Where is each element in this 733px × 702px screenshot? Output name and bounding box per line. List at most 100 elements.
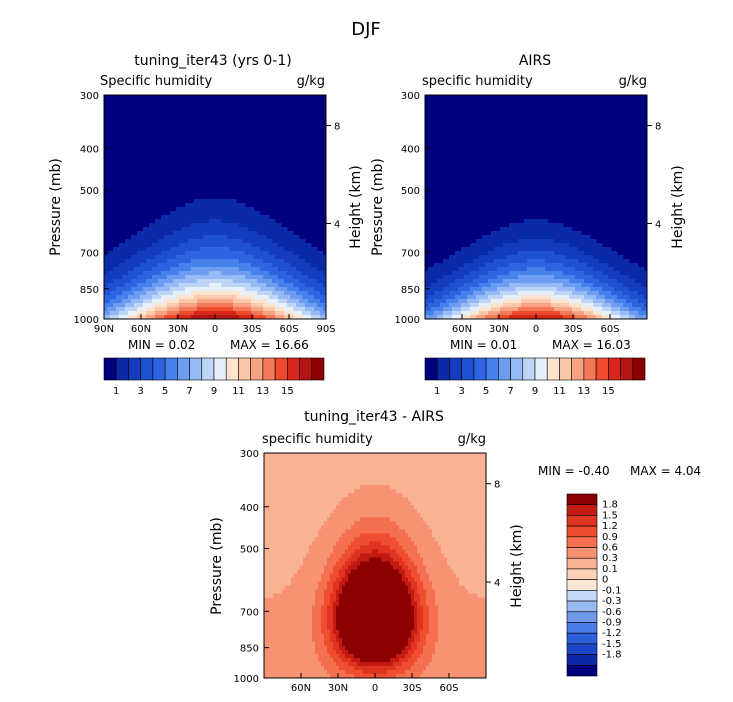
contour-cell	[330, 577, 334, 582]
contour-cell	[336, 561, 340, 566]
contour-cell	[146, 243, 150, 248]
contour-cell	[321, 493, 325, 498]
contour-cell	[182, 227, 186, 232]
contour-cell	[119, 303, 123, 308]
contour-cell	[464, 287, 468, 292]
contour-cell	[218, 303, 222, 308]
contour-cell	[140, 243, 144, 248]
contour-cell	[212, 283, 216, 288]
contour-cell	[285, 457, 289, 462]
contour-cell	[194, 235, 198, 240]
contour-cell	[303, 649, 307, 655]
contour-cell	[212, 219, 216, 224]
contour-cell	[581, 299, 585, 304]
contour-cell	[455, 311, 459, 316]
contour-cell	[545, 255, 549, 260]
contour-cell	[297, 549, 301, 554]
contour-cell	[230, 315, 234, 320]
contour-cell	[188, 299, 192, 304]
contour-cell	[269, 247, 273, 252]
contour-cell	[473, 271, 477, 276]
contour-cell	[230, 263, 234, 268]
contour-cell	[312, 461, 316, 466]
contour-cell	[245, 235, 249, 240]
contour-cell	[221, 219, 225, 224]
contour-cell	[300, 569, 304, 574]
contour-cell	[173, 303, 177, 308]
contour-cell	[312, 577, 316, 582]
contour-cell	[485, 267, 489, 272]
contour-cell	[345, 621, 349, 627]
contour-cell	[224, 291, 228, 296]
contour-cell	[327, 485, 331, 490]
contour-cell	[161, 271, 165, 276]
contour-cell	[318, 473, 322, 478]
contour-cell	[273, 469, 277, 474]
contour-cell	[137, 315, 141, 320]
contour-cell	[119, 315, 123, 320]
contour-cell	[509, 223, 513, 228]
contour-cell	[281, 227, 285, 232]
contour-cell	[137, 299, 141, 304]
contour-cell	[575, 299, 579, 304]
contour-cell	[254, 311, 258, 316]
contour-cell	[461, 291, 465, 296]
contour-cell	[578, 263, 582, 268]
contour-cell	[330, 541, 334, 546]
contour-cell	[291, 657, 295, 663]
contour-cell	[345, 509, 349, 514]
contour-cell	[536, 287, 540, 292]
contour-cell	[563, 303, 567, 308]
contour-cell	[297, 505, 301, 510]
contour-cell	[333, 501, 337, 506]
contour-cell	[236, 295, 240, 300]
contour-cell	[128, 247, 132, 252]
contour-cell	[242, 211, 246, 216]
contour-cell	[587, 247, 591, 252]
contour-cell	[470, 255, 474, 260]
contour-cell	[305, 311, 309, 316]
contour-cell	[641, 299, 645, 304]
contour-cell	[260, 267, 264, 272]
contour-cell	[521, 247, 525, 252]
contour-cell	[285, 497, 289, 502]
contour-cell	[446, 259, 450, 264]
contour-cell	[266, 299, 270, 304]
contour-cell	[581, 307, 585, 312]
contour-cell	[428, 315, 432, 320]
contour-cell	[476, 303, 480, 308]
contour-cell	[218, 227, 222, 232]
contour-cell	[626, 311, 630, 316]
contour-cell	[327, 505, 331, 510]
contour-cell	[242, 223, 246, 228]
contour-cell	[342, 453, 346, 458]
contour-cell	[333, 565, 337, 570]
contour-cell	[542, 275, 546, 280]
contour-cell	[330, 545, 334, 550]
contour-cell	[254, 243, 258, 248]
contour-cell	[563, 275, 567, 280]
contour-cell	[282, 565, 286, 570]
contour-cell	[122, 299, 126, 304]
contour-cell	[557, 227, 561, 232]
contour-cell	[536, 255, 540, 260]
contour-cell	[291, 541, 295, 546]
contour-cell	[521, 315, 525, 320]
contour-cell	[309, 549, 313, 554]
contour-cell	[251, 291, 255, 296]
contour-cell	[491, 247, 495, 252]
contour-cell	[342, 617, 346, 623]
contour-cell	[128, 299, 132, 304]
contour-cell	[318, 489, 322, 494]
contour-cell	[479, 275, 483, 280]
contour-cell	[530, 315, 534, 320]
contour-cell	[449, 287, 453, 292]
contour-cell	[206, 235, 210, 240]
contour-cell	[282, 597, 286, 603]
contour-cell	[623, 315, 627, 320]
contour-cell	[297, 585, 301, 591]
contour-cell	[458, 283, 462, 288]
contour-cell	[333, 605, 337, 611]
contour-cell	[215, 251, 219, 256]
contour-cell	[257, 295, 261, 300]
